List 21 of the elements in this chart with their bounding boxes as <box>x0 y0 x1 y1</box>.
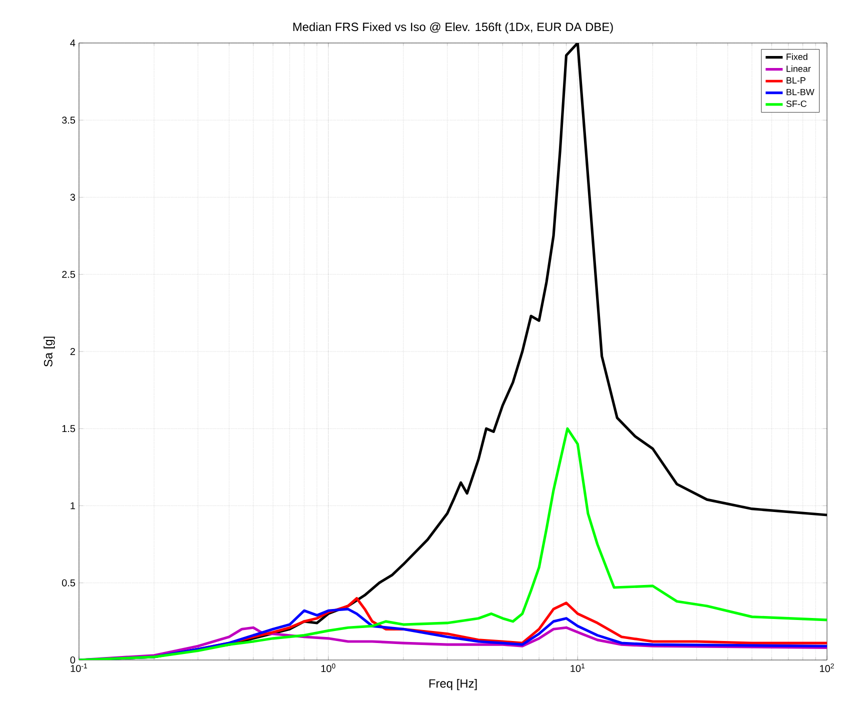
y-axis-title: Sa [g] <box>44 336 55 367</box>
y-tick-label: 0 <box>70 656 76 664</box>
y-tick-label: 4 <box>70 40 76 46</box>
y-tick-label: 1 <box>70 502 75 510</box>
legend-label: SF-C <box>786 100 807 107</box>
x-tick-label: 10$^{-1}$ <box>70 664 88 672</box>
y-tick-label: 3 <box>70 194 76 201</box>
legend-label: BL-P <box>786 77 806 84</box>
x-tick-label: 10$^{1}$ <box>570 664 585 672</box>
y-tick-label: 1.5 <box>62 425 76 432</box>
x-tick-label: 10$^{0}$ <box>321 664 336 672</box>
y-tick-label: 3.5 <box>62 116 76 124</box>
legend-label: Linear <box>786 65 811 72</box>
y-tick-label: 2 <box>70 348 75 355</box>
legend-label: BL-BW <box>786 88 814 96</box>
y-tick-label: 2.5 <box>62 270 76 278</box>
y-tick-label: 0.5 <box>62 579 76 586</box>
x-tick-label: 10$^{2}$ <box>820 664 834 672</box>
legend-label: Fixed <box>786 53 808 60</box>
chart-title: Median FRS Fixed vs Iso @ Elev. 156ft (1Dx, EUR DA DBE) <box>293 22 613 34</box>
x-axis-title: Freq [Hz] <box>429 678 477 690</box>
